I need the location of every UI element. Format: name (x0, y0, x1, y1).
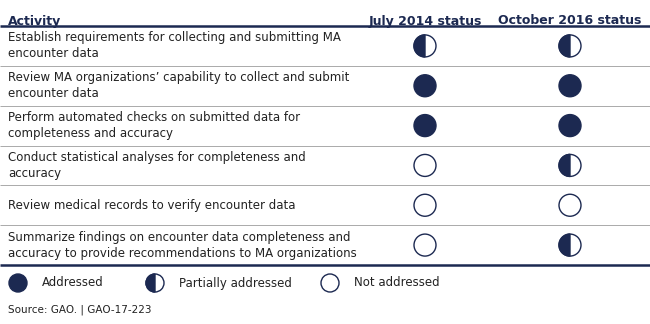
Text: July 2014 status: July 2014 status (369, 15, 482, 28)
Text: Source: GAO. | GAO-17-223: Source: GAO. | GAO-17-223 (8, 305, 151, 315)
Text: Conduct statistical analyses for completeness and
accuracy: Conduct statistical analyses for complet… (8, 151, 306, 180)
Circle shape (414, 194, 436, 216)
Circle shape (414, 155, 436, 176)
Circle shape (321, 274, 339, 292)
Text: Review MA organizations’ capability to collect and submit
encounter data: Review MA organizations’ capability to c… (8, 71, 350, 100)
Text: Partially addressed: Partially addressed (179, 276, 292, 290)
Circle shape (559, 194, 581, 216)
Circle shape (559, 155, 581, 176)
Circle shape (414, 234, 436, 256)
Wedge shape (559, 35, 570, 57)
Circle shape (414, 115, 436, 137)
Text: Addressed: Addressed (42, 276, 104, 290)
Circle shape (146, 274, 164, 292)
Circle shape (414, 75, 436, 97)
Wedge shape (559, 234, 570, 256)
Circle shape (559, 35, 581, 57)
Text: October 2016 status: October 2016 status (499, 15, 642, 28)
Circle shape (559, 234, 581, 256)
Text: Activity: Activity (8, 15, 61, 28)
Text: Not addressed: Not addressed (354, 276, 439, 290)
Wedge shape (559, 155, 570, 176)
Text: Perform automated checks on submitted data for
completeness and accuracy: Perform automated checks on submitted da… (8, 111, 300, 140)
Text: Summarize findings on encounter data completeness and
accuracy to provide recomm: Summarize findings on encounter data com… (8, 231, 357, 260)
Text: Establish requirements for collecting and submitting MA
encounter data: Establish requirements for collecting an… (8, 31, 341, 60)
Text: Review medical records to verify encounter data: Review medical records to verify encount… (8, 199, 296, 212)
Wedge shape (414, 35, 425, 57)
Wedge shape (146, 274, 155, 292)
Circle shape (9, 274, 27, 292)
Circle shape (414, 35, 436, 57)
Circle shape (559, 115, 581, 137)
Circle shape (559, 75, 581, 97)
